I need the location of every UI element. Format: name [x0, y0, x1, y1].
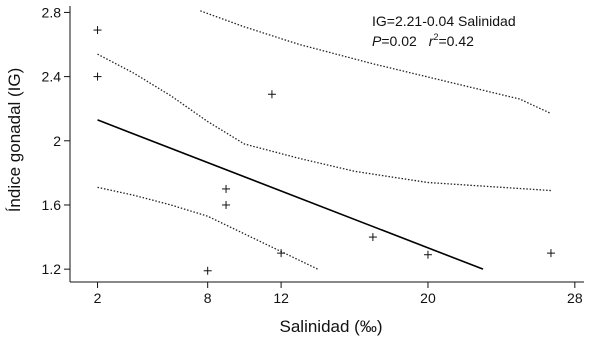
p-symbol: P	[372, 33, 382, 49]
x-tick-label: 12	[273, 290, 289, 306]
confidence-bands	[97, 10, 552, 270]
data-point	[277, 249, 286, 258]
data-point	[93, 72, 102, 81]
r-symbol: r	[429, 33, 435, 49]
x-tick-label: 20	[420, 290, 436, 306]
data-point	[203, 266, 212, 275]
x-tick-label: 2	[94, 290, 102, 306]
y-tick-label: 1.2	[42, 261, 62, 277]
lower-confidence-band	[97, 186, 319, 270]
y-tick-label: 2.4	[42, 69, 62, 85]
stats-text: P=0.02 r2=0.42	[372, 32, 474, 49]
fitted-line	[97, 119, 484, 270]
data-point	[93, 26, 102, 35]
data-points	[93, 26, 555, 275]
data-point	[546, 249, 555, 258]
y-axis-title: Índice gonadal (IG)	[5, 68, 24, 213]
axes	[64, 6, 584, 288]
data-point	[423, 250, 432, 259]
regression-line	[97, 119, 484, 270]
r-value: =0.42	[438, 33, 474, 49]
y-tick-label: 2	[53, 133, 61, 149]
r-exponent: 2	[433, 32, 438, 42]
upper-confidence-band	[97, 53, 551, 192]
x-tick-label: 8	[204, 290, 212, 306]
x-tick-label: 28	[567, 290, 583, 306]
data-point	[222, 184, 231, 193]
equation-text: IG=2.21-0.04 Salinidad	[372, 13, 516, 29]
data-point	[222, 200, 231, 209]
y-tick-label: 1.6	[42, 197, 62, 213]
y-tick-label: 2.8	[42, 4, 62, 20]
tick-labels: 1.21.622.42.82 8 12 20 28	[42, 4, 583, 306]
p-value: =0.02	[381, 33, 417, 49]
equation-annotation: IG=2.21-0.04 Salinidad P=0.02 r2=0.42	[372, 13, 516, 49]
x-axis-title: Salinidad (‰)	[280, 317, 383, 336]
data-point	[267, 90, 276, 99]
data-point	[368, 233, 377, 242]
upper-prediction-band	[200, 10, 552, 115]
